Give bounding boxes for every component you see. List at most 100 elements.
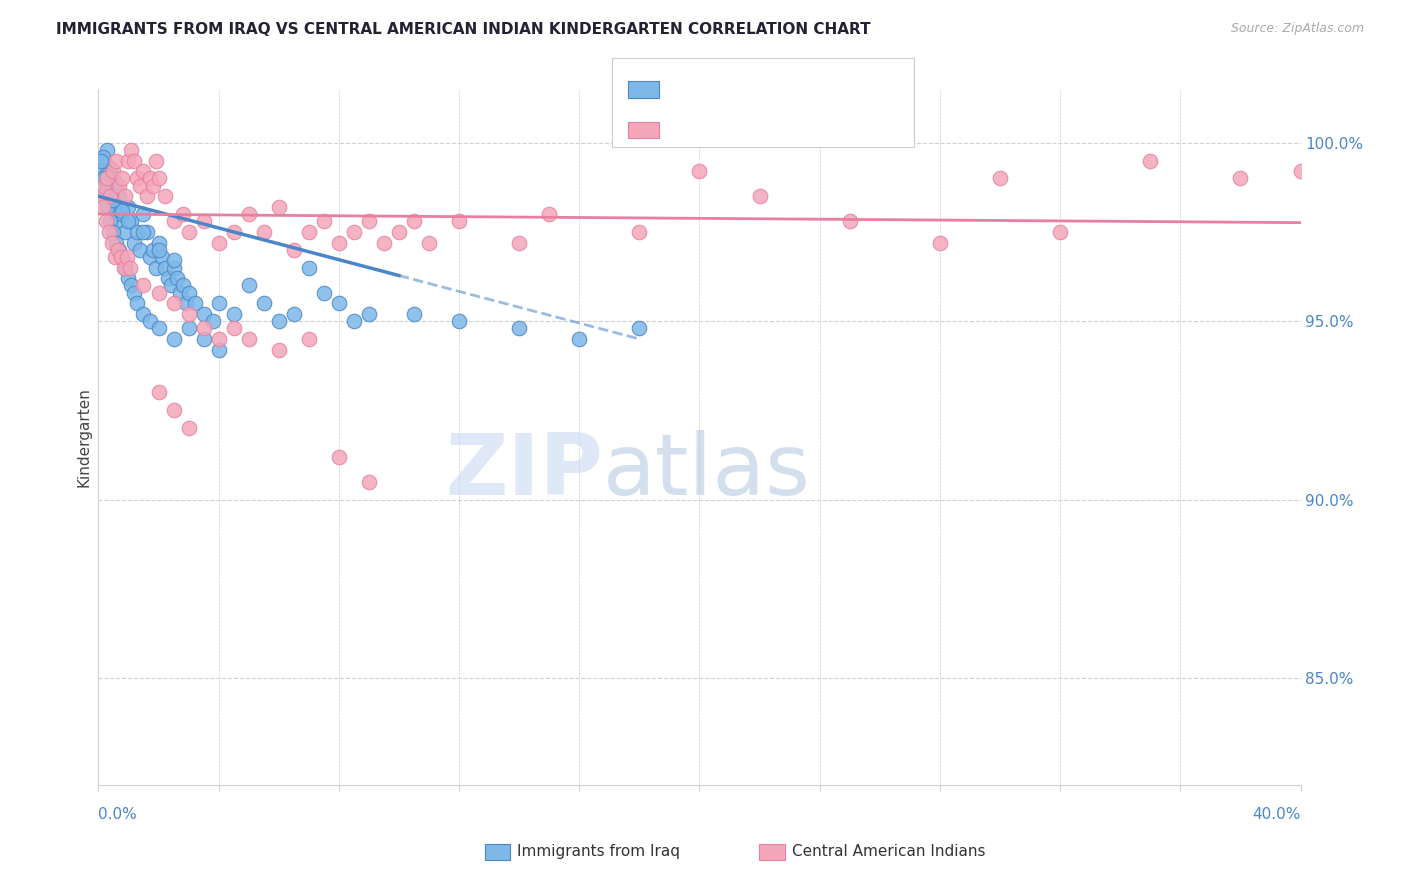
Point	[193, 307, 215, 321]
Point	[111, 203, 134, 218]
Text: Immigrants from Iraq: Immigrants from Iraq	[517, 845, 681, 859]
Text: ZIP: ZIP	[446, 430, 603, 514]
Point	[402, 307, 425, 321]
Point	[97, 189, 120, 203]
Point	[1049, 225, 1071, 239]
Point	[193, 332, 215, 346]
Point	[105, 153, 128, 168]
Point	[127, 225, 149, 239]
Point	[117, 153, 139, 168]
Point	[138, 314, 160, 328]
Text: R = -0.369    N = 84: R = -0.369 N = 84	[671, 82, 825, 97]
Point	[100, 161, 122, 175]
Text: atlas: atlas	[603, 430, 811, 514]
Point	[1139, 153, 1161, 168]
Point	[169, 285, 191, 300]
Point	[115, 250, 138, 264]
Point	[1289, 164, 1312, 178]
Point	[132, 278, 155, 293]
Point	[148, 243, 170, 257]
Point	[132, 307, 155, 321]
Point	[298, 260, 321, 275]
Point	[267, 314, 290, 328]
Point	[988, 171, 1011, 186]
Point	[108, 178, 131, 193]
Point	[238, 332, 260, 346]
Point	[124, 235, 146, 250]
Point	[238, 278, 260, 293]
Point	[153, 260, 176, 275]
Point	[357, 307, 380, 321]
Point	[162, 296, 184, 310]
Point	[111, 207, 134, 221]
Point	[162, 260, 184, 275]
Point	[103, 171, 125, 186]
Point	[162, 332, 184, 346]
Point	[145, 153, 167, 168]
Point	[162, 214, 184, 228]
Point	[508, 321, 530, 335]
Point	[148, 171, 170, 186]
Point	[129, 178, 152, 193]
Point	[96, 182, 118, 196]
Point	[93, 153, 115, 168]
Point	[156, 271, 179, 285]
Point	[148, 321, 170, 335]
Point	[328, 235, 350, 250]
Point	[138, 171, 160, 186]
Point	[96, 143, 118, 157]
Point	[929, 235, 952, 250]
Point	[162, 403, 184, 417]
Point	[222, 307, 245, 321]
Point	[838, 214, 860, 228]
Point	[343, 225, 366, 239]
Point	[114, 260, 136, 275]
Point	[103, 193, 125, 207]
Point	[132, 225, 155, 239]
Point	[166, 271, 188, 285]
Point	[298, 225, 321, 239]
Text: 40.0%: 40.0%	[1253, 807, 1301, 822]
Text: R = -0.029    N = 79: R = -0.029 N = 79	[671, 122, 825, 137]
Point	[132, 164, 155, 178]
Point	[121, 143, 143, 157]
Point	[104, 250, 127, 264]
Point	[141, 243, 163, 257]
Point	[117, 271, 139, 285]
Point	[108, 243, 131, 257]
Text: 0.0%: 0.0%	[98, 807, 138, 822]
Point	[118, 260, 141, 275]
Point	[96, 200, 118, 214]
Point	[104, 207, 127, 221]
Point	[90, 164, 112, 178]
Point	[90, 178, 112, 193]
Point	[508, 235, 530, 250]
Point	[105, 178, 128, 193]
Point	[114, 225, 136, 239]
Point	[174, 296, 197, 310]
Point	[283, 243, 305, 257]
Point	[177, 225, 200, 239]
Point	[91, 150, 114, 164]
Point	[129, 243, 152, 257]
Point	[177, 321, 200, 335]
Point	[538, 207, 561, 221]
Point	[135, 189, 157, 203]
Point	[568, 332, 591, 346]
Point	[208, 332, 231, 346]
Point	[628, 225, 651, 239]
Point	[373, 235, 395, 250]
Point	[183, 296, 205, 310]
Point	[357, 214, 380, 228]
Point	[103, 164, 125, 178]
Point	[121, 214, 143, 228]
Point	[177, 285, 200, 300]
Point	[148, 235, 170, 250]
Point	[90, 153, 112, 168]
Point	[283, 307, 305, 321]
Point	[94, 214, 117, 228]
Point	[177, 421, 200, 435]
Point	[193, 214, 215, 228]
Point	[238, 207, 260, 221]
Point	[150, 250, 173, 264]
